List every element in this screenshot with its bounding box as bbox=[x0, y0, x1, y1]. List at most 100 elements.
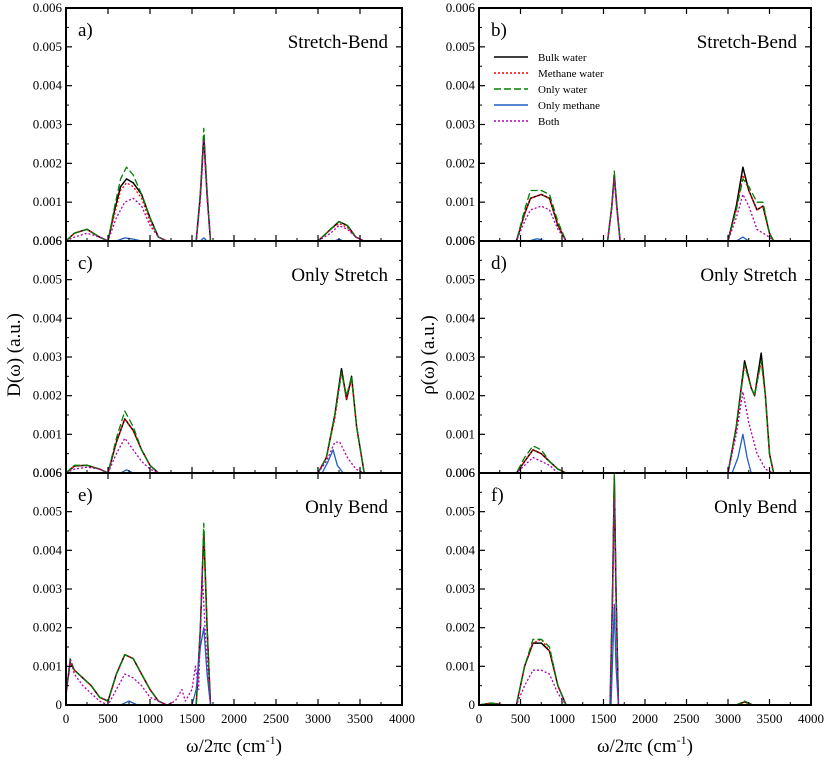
series-line-only-methane-e bbox=[66, 627, 402, 706]
series-line-both-b bbox=[479, 178, 775, 242]
y-tick-label: 0.005 bbox=[446, 272, 475, 287]
series-line-bulk-c bbox=[65, 367, 365, 474]
y-tick-label: 0.004 bbox=[446, 542, 476, 557]
x-tick-label: 4000 bbox=[798, 711, 824, 726]
y-tick-label: 0.003 bbox=[33, 581, 62, 596]
y-tick-label: 0.003 bbox=[446, 581, 475, 596]
y-tick-label: 0.004 bbox=[33, 310, 63, 325]
y-axis-label-left: D(ω) (a.u.) bbox=[4, 313, 25, 397]
series-line-bulk-d bbox=[479, 352, 775, 474]
x-tick-label: 2500 bbox=[674, 711, 700, 726]
y-tick-label: 0.005 bbox=[33, 272, 62, 287]
x-tick-label: 2000 bbox=[221, 711, 247, 726]
series-line-only-water-b bbox=[479, 170, 775, 242]
x-axis-label-right-sup: -1 bbox=[677, 733, 687, 747]
panel-letter-b: b) bbox=[491, 20, 507, 41]
panel-a: 0.006 0.001 0.002 0.003 0.004 0.005 0.006 a) Str… bbox=[33, 0, 403, 248]
panel-e: 0 0.001 0.002 0.003 0.004 0.005 0.006 0 500 1000 1… bbox=[33, 465, 415, 726]
series-line-methane-water-b bbox=[479, 174, 775, 242]
panel-title-a: Stretch-Bend bbox=[288, 32, 389, 53]
series-line-both-f bbox=[479, 499, 811, 706]
y-tick-label: 0.005 bbox=[33, 504, 62, 519]
y-tick-label: 0.002 bbox=[446, 155, 475, 170]
series-line-only-water-a bbox=[65, 127, 365, 242]
y-tick-label: 0.005 bbox=[446, 504, 475, 519]
y-axis-label-right: ρ(ω) (a.u.) bbox=[418, 315, 439, 394]
panel-title-b: Stretch-Bend bbox=[697, 32, 798, 53]
y-tick-label: 0.006 bbox=[33, 465, 63, 480]
y-tick-label: 0.002 bbox=[33, 388, 62, 403]
y-tick-label: 0.004 bbox=[33, 542, 63, 557]
series-line-both-c bbox=[65, 437, 365, 474]
panel-f: 0 0.001 0.002 0.003 0.004 0.005 0.006 0 500 1000 1… bbox=[446, 465, 824, 726]
legend-label-only-water: Only water bbox=[538, 84, 588, 96]
x-tick-label: 3000 bbox=[715, 711, 741, 726]
y-tick-label: 0.006 bbox=[446, 465, 476, 480]
x-axis-label-left-main: ω/2πc (cm bbox=[186, 736, 266, 757]
y-tick-label: 0.002 bbox=[33, 155, 62, 170]
y-tick-label: 0.002 bbox=[33, 620, 62, 635]
y-tick-label: 0.005 bbox=[33, 39, 62, 54]
x-tick-label: 500 bbox=[98, 711, 118, 726]
series-line-methane-water-e bbox=[65, 534, 402, 706]
panel-letter-f: f) bbox=[491, 485, 504, 506]
x-tick-label: 1500 bbox=[591, 711, 617, 726]
y-tick-label: 0.003 bbox=[446, 349, 475, 364]
x-tick-label: 3500 bbox=[757, 711, 783, 726]
y-tick-label: 0.001 bbox=[33, 194, 62, 209]
panels-group: 0.006 0.001 0.002 0.003 0.004 0.005 0.006 a) Str… bbox=[33, 0, 824, 726]
y-tick-label: 0.001 bbox=[33, 426, 62, 441]
legend: Bulk water Methane water Only water Only me… bbox=[494, 52, 604, 128]
y-tick-label: 0.006 bbox=[446, 233, 476, 248]
y-tick-label: 0.006 bbox=[33, 0, 63, 15]
x-tick-label: 2500 bbox=[263, 711, 289, 726]
x-tick-label: 3000 bbox=[305, 711, 331, 726]
y-tick-label: 0.004 bbox=[446, 310, 476, 325]
y-tick-label: 0.004 bbox=[446, 78, 476, 93]
x-tick-label: 2000 bbox=[632, 711, 658, 726]
series-line-bulk-b bbox=[479, 166, 775, 242]
x-axis-label-left-sup: -1 bbox=[266, 733, 276, 747]
x-tick-label: 1500 bbox=[179, 711, 205, 726]
x-axis-label-right-main: ω/2πc (cm bbox=[597, 736, 677, 757]
x-tick-label: 4000 bbox=[389, 711, 415, 726]
legend-label-only-methane: Only methane bbox=[538, 100, 600, 112]
series-line-methane-water-c bbox=[65, 371, 365, 474]
y-tick-label: 0 bbox=[56, 697, 63, 712]
series-line-methane-water-d bbox=[479, 360, 775, 474]
x-axis-label-left-close: ) bbox=[276, 736, 282, 757]
panel-d: 0.006 0.001 0.002 0.003 0.004 0.005 0.006 d) Onl… bbox=[446, 233, 812, 480]
y-tick-label: 0.005 bbox=[446, 39, 475, 54]
y-tick-label: 0 bbox=[469, 697, 476, 712]
x-tick-label: 500 bbox=[511, 711, 531, 726]
y-tick-label: 0.001 bbox=[446, 194, 475, 209]
x-tick-label: 3500 bbox=[347, 711, 373, 726]
panel-letter-a: a) bbox=[78, 20, 93, 41]
series-line-only-water-d bbox=[479, 360, 775, 474]
y-tick-label: 0.003 bbox=[33, 349, 62, 364]
y-tick-label: 0.003 bbox=[446, 117, 475, 132]
x-tick-label: 1000 bbox=[549, 711, 575, 726]
legend-label-both: Both bbox=[538, 116, 560, 128]
x-tick-label: 1000 bbox=[137, 711, 163, 726]
y-tick-label: 0.006 bbox=[33, 233, 63, 248]
panel-title-d: Only Stretch bbox=[700, 265, 797, 286]
x-tick-label: 0 bbox=[476, 711, 483, 726]
series-line-only-methane-a bbox=[66, 237, 402, 242]
y-tick-label: 0.006 bbox=[446, 465, 476, 480]
panel-title-e: Only Bend bbox=[305, 497, 388, 518]
x-tick-label: 0 bbox=[63, 711, 70, 726]
legend-label-methane-water: Methane water bbox=[538, 68, 604, 80]
y-tick-label: 0.002 bbox=[446, 388, 475, 403]
y-tick-label: 0.006 bbox=[33, 233, 63, 248]
y-tick-label: 0.006 bbox=[446, 0, 476, 15]
panel-b: 0.006 0.001 0.002 0.003 0.004 0.005 0.006 b) Str… bbox=[446, 0, 812, 248]
series-line-both-d bbox=[479, 391, 774, 474]
x-axis-label-right-close: ) bbox=[687, 736, 693, 757]
series-line-bulk-e bbox=[65, 530, 402, 706]
panel-letter-e: e) bbox=[78, 485, 93, 506]
x-axis-label-right: ω/2πc (cm-1) bbox=[597, 733, 693, 757]
panel-title-f: Only Bend bbox=[714, 497, 797, 518]
series-line-only-water-e bbox=[65, 522, 402, 706]
y-tick-label: 0.004 bbox=[33, 78, 63, 93]
